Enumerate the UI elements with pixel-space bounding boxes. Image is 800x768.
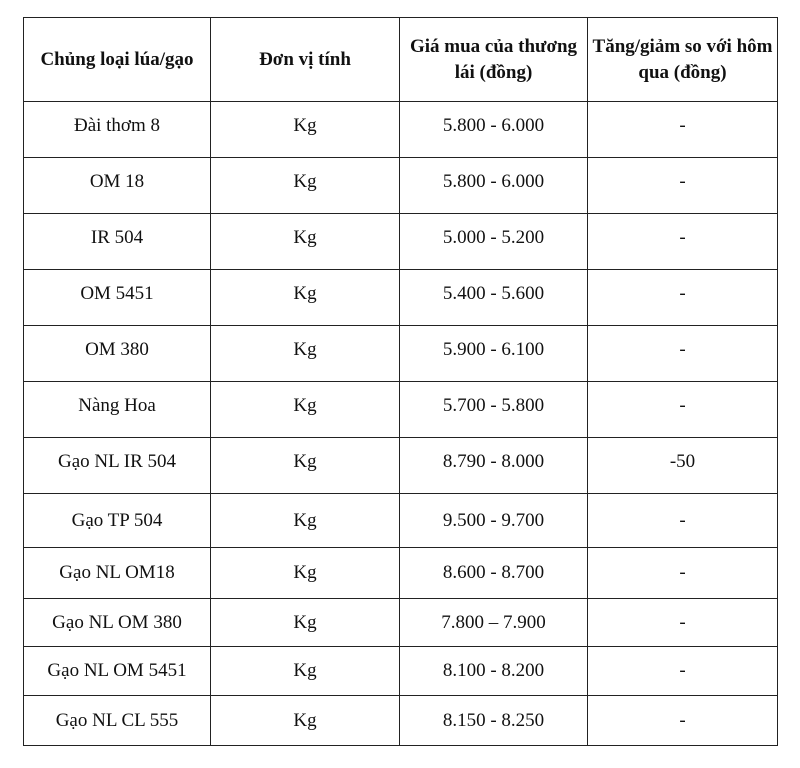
table-row: Gạo NL CL 555 Kg 8.150 - 8.250- bbox=[23, 695, 778, 746]
cell-variety: Gạo NL OM 5451 bbox=[23, 646, 211, 696]
cell-change: - bbox=[587, 493, 778, 548]
cell-unit: Kg bbox=[210, 646, 400, 696]
cell-variety: IR 504 bbox=[23, 213, 211, 270]
cell-price: 8.790 - 8.000 bbox=[399, 437, 588, 494]
header-change: Tăng/giảm so với hôm qua (đồng) bbox=[587, 17, 778, 102]
cell-variety: Gạo TP 504 bbox=[23, 493, 211, 548]
table-row: Đài thơm 8 Kg 5.800 - 6.000- bbox=[23, 101, 778, 158]
table-row: OM 5451 Kg 5.400 - 5.600- bbox=[23, 269, 778, 326]
cell-unit: Kg bbox=[210, 437, 400, 494]
table-row: Gạo NL OM 5451 Kg 8.100 - 8.200- bbox=[23, 646, 778, 696]
cell-unit: Kg bbox=[210, 493, 400, 548]
rice-price-table: Chủng loại lúa/gạo Đơn vị tính Giá mua c… bbox=[23, 17, 778, 746]
cell-variety: OM 380 bbox=[23, 325, 211, 382]
cell-unit: Kg bbox=[210, 695, 400, 746]
cell-change: -50 bbox=[587, 437, 778, 494]
cell-change: - bbox=[587, 101, 778, 158]
table-row: Nàng Hoa Kg 5.700 - 5.800- bbox=[23, 381, 778, 438]
cell-unit: Kg bbox=[210, 157, 400, 214]
table-row: Gạo NL OM 380 Kg 7.800 – 7.900- bbox=[23, 598, 778, 647]
cell-change: - bbox=[587, 695, 778, 746]
cell-price: 5.800 - 6.000 bbox=[399, 101, 588, 158]
cell-price: 8.600 - 8.700 bbox=[399, 547, 588, 599]
table-row: IR 504 Kg 5.000 - 5.200- bbox=[23, 213, 778, 270]
cell-variety: Gạo NL OM18 bbox=[23, 547, 211, 599]
cell-unit: Kg bbox=[210, 547, 400, 599]
header-row: Chủng loại lúa/gạo Đơn vị tính Giá mua c… bbox=[23, 17, 778, 102]
cell-price: 5.700 - 5.800 bbox=[399, 381, 588, 438]
cell-change: - bbox=[587, 157, 778, 214]
cell-change: - bbox=[587, 213, 778, 270]
table-row: Gạo NL IR 504 Kg 8.790 - 8.000 -50 bbox=[23, 437, 778, 494]
cell-price: 5.000 - 5.200 bbox=[399, 213, 588, 270]
cell-change: - bbox=[587, 646, 778, 696]
cell-price: 7.800 – 7.900 bbox=[399, 598, 588, 647]
table-row: OM 380 Kg 5.900 - 6.100- bbox=[23, 325, 778, 382]
cell-unit: Kg bbox=[210, 269, 400, 326]
header-unit: Đơn vị tính bbox=[210, 17, 400, 102]
cell-change: - bbox=[587, 547, 778, 599]
cell-variety: Gạo NL CL 555 bbox=[23, 695, 211, 746]
cell-change: - bbox=[587, 598, 778, 647]
cell-change: - bbox=[587, 381, 778, 438]
cell-price: 8.100 - 8.200 bbox=[399, 646, 588, 696]
cell-variety: OM 18 bbox=[23, 157, 211, 214]
cell-price: 9.500 - 9.700 bbox=[399, 493, 588, 548]
cell-unit: Kg bbox=[210, 325, 400, 382]
table-row: Gạo NL OM18 Kg 8.600 - 8.700- bbox=[23, 547, 778, 599]
cell-unit: Kg bbox=[210, 598, 400, 647]
cell-change: - bbox=[587, 325, 778, 382]
cell-unit: Kg bbox=[210, 213, 400, 270]
header-variety: Chủng loại lúa/gạo bbox=[23, 17, 211, 102]
cell-unit: Kg bbox=[210, 381, 400, 438]
cell-unit: Kg bbox=[210, 101, 400, 158]
cell-variety: Nàng Hoa bbox=[23, 381, 211, 438]
cell-price: 8.150 - 8.250 bbox=[399, 695, 588, 746]
table-row: OM 18 Kg 5.800 - 6.000- bbox=[23, 157, 778, 214]
cell-variety: Gạo NL IR 504 bbox=[23, 437, 211, 494]
cell-price: 5.400 - 5.600 bbox=[399, 269, 588, 326]
cell-change: - bbox=[587, 269, 778, 326]
cell-variety: Gạo NL OM 380 bbox=[23, 598, 211, 647]
cell-price: 5.900 - 6.100 bbox=[399, 325, 588, 382]
header-price: Giá mua của thương lái (đồng) bbox=[399, 17, 588, 102]
cell-price: 5.800 - 6.000 bbox=[399, 157, 588, 214]
table-row: Gạo TP 504 Kg 9.500 - 9.700- bbox=[23, 493, 778, 548]
cell-variety: Đài thơm 8 bbox=[23, 101, 211, 158]
cell-variety: OM 5451 bbox=[23, 269, 211, 326]
